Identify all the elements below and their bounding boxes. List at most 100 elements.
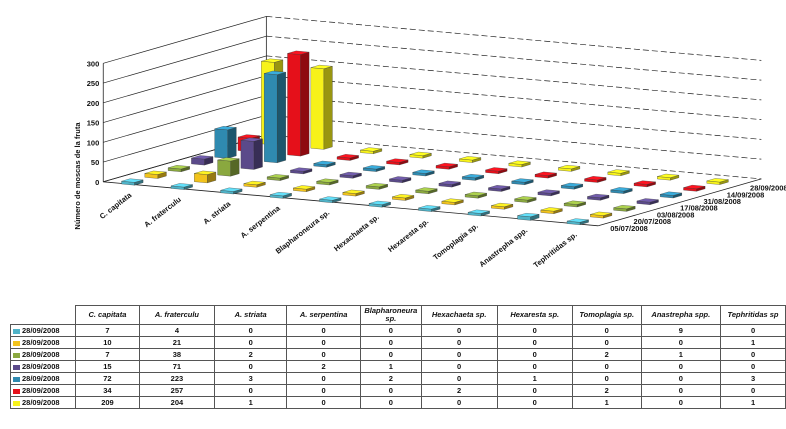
bar-28/09/2008-Tomoplagia sp. xyxy=(514,196,537,203)
y-tick-label: 50 xyxy=(91,158,99,167)
table-cell: 0 xyxy=(571,336,642,349)
legend-swatch xyxy=(13,400,20,406)
depth-label: 03/08/2008 xyxy=(657,210,695,219)
table-cell: 0 xyxy=(720,360,786,373)
grid-line-back xyxy=(266,114,762,160)
category-label: Hexachaeta sp. xyxy=(332,212,381,253)
bar-28/09/2008-A. serpentina xyxy=(363,165,385,172)
table-cell: 10 xyxy=(75,336,140,349)
y-tick-label: 200 xyxy=(87,99,100,108)
bar-top xyxy=(290,167,313,172)
table-cell: 0 xyxy=(286,396,361,409)
bar-top xyxy=(168,165,190,170)
table-cell: 0 xyxy=(640,360,722,373)
bar-28/09/2008-Hexaresta sp. xyxy=(418,205,441,212)
table-cell: 0 xyxy=(214,324,288,337)
table-cell: 0 xyxy=(214,336,288,349)
table-cell: 0 xyxy=(496,324,573,337)
grid-line-back xyxy=(266,16,762,61)
table-cell: 3 xyxy=(214,372,288,385)
bar-28/09/2008-C. capitata xyxy=(144,170,167,179)
table-cell: 1 xyxy=(720,396,786,409)
bar-28/09/2008-Anastrepha spp. xyxy=(657,173,680,181)
bar-28/09/2008-Anastrepha spp. xyxy=(633,180,656,188)
bar-28/09/2008-Hexaresta sp. xyxy=(558,165,581,172)
bar-top xyxy=(237,134,260,139)
bar-28/09/2008-Hexachaeta sp. xyxy=(438,180,461,188)
legend-swatch xyxy=(13,340,20,346)
bar-top xyxy=(170,183,193,188)
table-cell: 257 xyxy=(138,384,216,397)
table-cell: 38 xyxy=(138,348,216,361)
bar-side xyxy=(253,138,263,170)
bar-28/09/2008-Hexaresta sp. xyxy=(488,185,511,192)
bar-top xyxy=(491,202,513,207)
bar-top xyxy=(214,126,237,131)
y-tick-label: 0 xyxy=(95,178,99,187)
table-cell: 1 xyxy=(640,348,722,361)
bar-top xyxy=(607,169,630,174)
table-cell: 0 xyxy=(420,360,498,373)
table-cell: 0 xyxy=(496,360,573,373)
table-cell: 0 xyxy=(571,360,642,373)
bar-top xyxy=(441,198,464,203)
table-cell: 71 xyxy=(138,360,216,373)
table-cell: 1 xyxy=(359,360,422,373)
table-row: 28/09/2008 7 4 0 0 0 0 0 0 9 0 xyxy=(9,324,786,337)
bar-top xyxy=(514,196,537,201)
bar-top xyxy=(558,165,580,170)
category-label: Anastrepha spp. xyxy=(477,226,529,269)
bar-top xyxy=(386,158,409,163)
bar-side xyxy=(323,66,333,150)
bar-top xyxy=(706,178,729,183)
bar-top xyxy=(508,160,531,165)
bar-28/09/2008-Anastrepha spp. xyxy=(540,207,563,214)
table-cell: 34 xyxy=(75,384,140,397)
table-cell: 0 xyxy=(359,336,422,349)
legend-swatch xyxy=(13,388,20,394)
bar-top xyxy=(584,176,607,181)
table-cell: 0 xyxy=(496,396,573,409)
table-row-label: 28/09/2008 xyxy=(9,348,77,361)
grid-line-left xyxy=(103,16,267,64)
bar-top xyxy=(368,200,391,205)
bar-28/09/2008-Tomoplagia sp. xyxy=(491,202,514,210)
table-cell: 0 xyxy=(420,348,498,361)
bar-28/09/2008-Hexaresta sp. xyxy=(464,191,487,199)
bar-top xyxy=(657,173,679,178)
bar-28/09/2008-Blapharoneura sp. xyxy=(319,196,342,203)
bar-top xyxy=(564,200,586,205)
bar-top xyxy=(633,180,656,185)
bar-28/09/2008-Anastrepha spp. xyxy=(587,193,610,201)
depth-label: 28/09/2008 xyxy=(750,184,786,193)
bar-top xyxy=(537,189,560,194)
depth-label: 17/08/2008 xyxy=(680,204,718,213)
bar-top xyxy=(121,178,144,183)
table-column-header: Tephritidas sp xyxy=(720,305,786,325)
depth-label: 05/07/2008 xyxy=(610,224,648,233)
table-cell: 4 xyxy=(138,324,216,337)
bar-top xyxy=(412,169,435,174)
bar-top xyxy=(488,185,511,190)
table-cell: 7 xyxy=(75,324,140,337)
bar-28/09/2008-C. capitata xyxy=(191,155,214,166)
table-column-header: Blapharoneura sp. xyxy=(359,305,422,325)
bar-top xyxy=(264,70,286,75)
bar-front xyxy=(194,173,208,184)
bar-top xyxy=(360,147,382,152)
table-cell: 0 xyxy=(496,348,573,361)
table-cell: 204 xyxy=(138,396,216,409)
table-cell: 0 xyxy=(720,324,786,337)
bar-top xyxy=(465,191,487,196)
bar-top xyxy=(339,171,362,176)
bar-28/09/2008-A. serpentina xyxy=(293,185,316,192)
bar-28/09/2008-Tomoplagia sp. xyxy=(561,182,583,190)
bar-front xyxy=(217,159,231,177)
table-column-header: Hexachaeta sp. xyxy=(420,305,498,325)
category-label: Hexaresta sp. xyxy=(386,217,430,254)
table-cell: 0 xyxy=(359,324,422,337)
table-cell: 0 xyxy=(420,336,498,349)
table-cell: 0 xyxy=(571,324,642,337)
table-cell: 0 xyxy=(496,336,573,349)
category-label: Tomoplagia sp. xyxy=(431,221,479,262)
